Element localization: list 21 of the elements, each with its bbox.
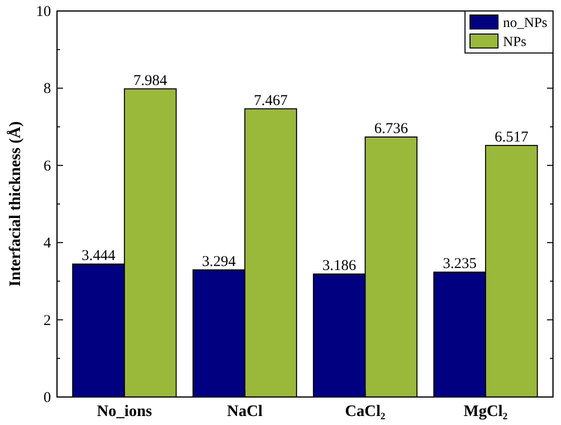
y-tick-label: 8 xyxy=(44,81,51,98)
y-tick-label: 10 xyxy=(36,4,51,20)
x-tick-label: MgCl₂ xyxy=(464,403,508,420)
x-tick-label: No_ions xyxy=(96,403,152,420)
data-label: 3.294 xyxy=(202,254,236,270)
data-label: 7.984 xyxy=(133,72,168,89)
y-tick-label: 0 xyxy=(44,390,51,406)
y-tick-label: 6 xyxy=(44,158,52,174)
legend-label: no_NPs xyxy=(503,16,548,31)
legend-label: NPs xyxy=(503,35,526,50)
y-tick-label: 2 xyxy=(44,312,51,329)
y-tick-label: 4 xyxy=(44,236,52,252)
data-label: 3.235 xyxy=(442,256,477,272)
data-label: 3.186 xyxy=(322,258,357,274)
x-tick-label: CaCl₂ xyxy=(345,403,386,420)
data-label: 7.467 xyxy=(254,92,288,109)
x-tick-label: NaCl xyxy=(227,403,264,420)
data-label: 6.736 xyxy=(374,120,408,137)
data-label: 6.517 xyxy=(494,129,529,146)
y-axis-title: Interfacial thickness (Å) xyxy=(6,121,24,287)
data-label: 3.444 xyxy=(82,248,116,264)
